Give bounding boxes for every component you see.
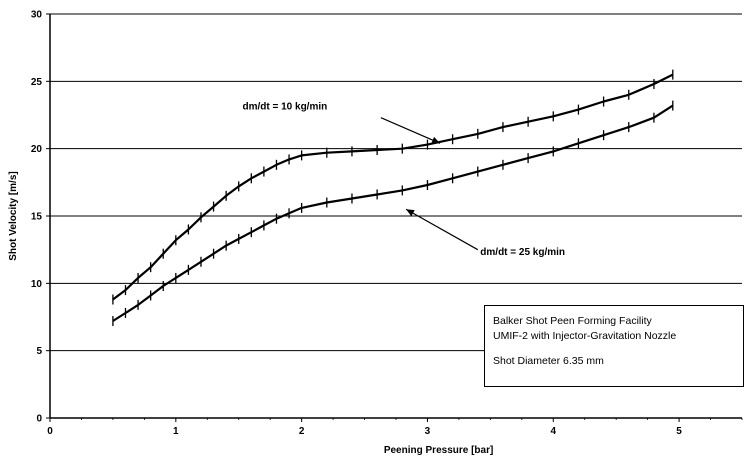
x-tick-label: 3 <box>425 426 431 437</box>
y-tick-label: 0 <box>36 414 42 425</box>
series-group <box>112 69 674 327</box>
annotation-10-kg-min: dm/dt = 10 kg/min <box>243 102 328 113</box>
x-tick-label: 1 <box>173 426 179 437</box>
annotations: dm/dt = 10 kg/min dm/dt = 25 kg/min <box>243 102 566 258</box>
series-line-1 <box>112 73 674 301</box>
info-line-diameter: Shot Diameter 6.35 mm <box>493 355 604 367</box>
y-tick-labels: 0 5 10 15 20 25 30 <box>31 10 50 425</box>
x-tick-label: 2 <box>299 426 305 437</box>
annotation-25-kg-min: dm/dt = 25 kg/min <box>480 247 565 258</box>
annotation-25-arrowhead <box>406 209 415 217</box>
x-tick-labels: 0 1 2 3 4 5 <box>47 418 743 437</box>
y-tick-label: 15 <box>31 212 43 223</box>
series-line-2 <box>112 104 674 322</box>
x-tick-label: 0 <box>47 426 53 437</box>
annotation-10-arrowhead <box>431 136 441 144</box>
info-line-facility: Balker Shot Peen Forming Facility <box>493 315 652 327</box>
y-tick-label: 20 <box>31 144 43 155</box>
annotation-10-arrow <box>380 117 441 144</box>
y-axis-title: Shot Velocity [m/s] <box>8 171 19 260</box>
grid-lines <box>50 13 742 352</box>
x-tick-label: 5 <box>676 426 682 437</box>
y-tick-label: 25 <box>31 77 43 88</box>
y-tick-label: 30 <box>31 10 43 21</box>
x-tick-label: 4 <box>550 426 556 437</box>
y-tick-label: 5 <box>36 346 42 357</box>
x-axis-title: Peening Pressure [bar] <box>384 445 493 456</box>
y-tick-label: 10 <box>31 279 43 290</box>
info-line-nozzle: UMIF-2 with Injector-Gravitation Nozzle <box>493 330 677 342</box>
info-box: Balker Shot Peen Forming Facility UMIF-2… <box>484 305 744 387</box>
annotation-25-arrow <box>405 208 479 251</box>
